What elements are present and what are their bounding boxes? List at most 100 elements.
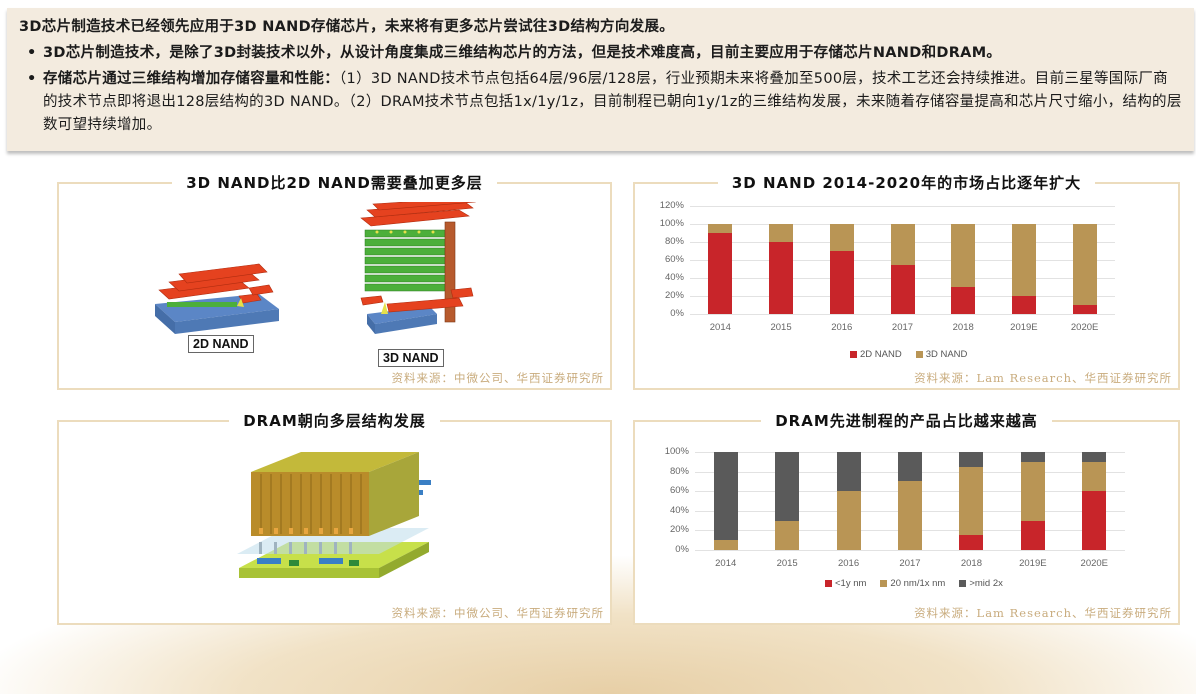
y-axis-tick: 40% — [664, 272, 684, 283]
bar-segment — [1082, 461, 1107, 492]
bar-segment — [1020, 452, 1045, 462]
source-note: 资料来源：中微公司、华西证券研究所 — [391, 371, 604, 385]
summary-bullet: 存储芯片通过三维结构增加存储容量和性能：（1）3D NAND技术节点包括64层/… — [27, 68, 1182, 137]
source-note: 资料来源：Lam Research、华西证券研究所 — [914, 606, 1172, 620]
bar-segment — [898, 481, 922, 550]
bar-segment — [713, 540, 738, 550]
bar-segment — [775, 452, 800, 521]
bar-segment — [951, 224, 976, 287]
panel-title: DRAM先进制程的产品占比越来越高 — [761, 412, 1052, 430]
3d-nand-label: 3D NAND — [378, 349, 444, 367]
bar-segment — [1082, 452, 1107, 462]
dram-stacked-bar-chart: 0% 20% 40% 60% 80% 100% 2014 2015 2016 2017 2018 20… — [635, 422, 1182, 627]
y-axis-tick: 80% — [664, 236, 684, 247]
legend-item: 2D NAND — [850, 349, 902, 360]
y-axis-tick: 0% — [675, 544, 689, 555]
2d-nand-structure-illustration — [155, 263, 279, 334]
bar-segment — [1011, 224, 1036, 296]
bar-segment — [836, 452, 861, 492]
legend-label: >mid 2x — [969, 578, 1003, 589]
source-note: 资料来源：Lam Research、华西证券研究所 — [914, 371, 1172, 385]
x-axis-tick: 2015 — [770, 322, 792, 333]
legend-item: <1y nm — [825, 578, 866, 589]
y-axis-tick: 100% — [664, 446, 689, 457]
bar-segment — [890, 224, 915, 265]
bar-segment — [959, 466, 984, 536]
nand-diagram-panel: 3D NAND比2D NAND需要叠加更多层 2D NAND — [57, 174, 612, 390]
x-axis-tick: 2014 — [709, 322, 731, 333]
bar-segment — [1082, 491, 1107, 550]
bar-segment — [708, 224, 733, 233]
bullet-bold-text: 3D芯片制造技术，是除了3D封装技术以外，从设计角度集成三维结构芯片的方法，但是… — [43, 45, 1002, 61]
summary-bullet: 3D芯片制造技术，是除了3D封装技术以外，从设计角度集成三维结构芯片的方法，但是… — [27, 42, 1182, 65]
legend-item: >mid 2x — [959, 578, 1003, 589]
x-axis-tick: 2018 — [960, 558, 982, 569]
y-axis-tick: 60% — [664, 254, 684, 265]
nand-market-share-chart-panel: 3D NAND 2014-2020年的市场占比逐年扩大 0% 20% 40% 60% 8… — [633, 174, 1182, 392]
x-axis-tick: 2019E — [1019, 558, 1047, 569]
legend-label: 2D NAND — [860, 349, 902, 360]
y-axis-tick: 20% — [669, 524, 689, 536]
bar-segment — [1072, 305, 1097, 314]
chart-legend: 2D NAND 3D NAND — [850, 349, 967, 360]
legend-item: 20 nm/1x nm — [880, 578, 945, 589]
gridline — [690, 206, 1115, 207]
bar-segment — [775, 520, 800, 550]
summary-lead: 3D芯片制造技术已经领先应用于3D NAND存储芯片，未来将有更多芯片尝试往3D… — [19, 19, 675, 35]
x-axis-tick: 2014 — [715, 558, 737, 569]
bar-segment — [829, 251, 854, 314]
x-axis-tick: 2020E — [1080, 558, 1109, 569]
bullet-text: （1）3D NAND技术节点包括64层/96层/128层，行业预期未来将叠加至5… — [43, 71, 1182, 133]
bar-segment — [898, 452, 922, 482]
legend-swatch — [959, 580, 967, 587]
bar-segment — [836, 491, 861, 550]
y-axis-tick: 40% — [669, 504, 689, 516]
x-axis-tick: 2018 — [952, 322, 974, 333]
bar-segment — [829, 224, 854, 251]
summary-box: 3D芯片制造技术已经领先应用于3D NAND存储芯片，未来将有更多芯片尝试往3D… — [7, 8, 1194, 151]
bar-segment — [1020, 520, 1045, 550]
legend-item: 3D NAND — [915, 349, 968, 360]
legend-swatch — [915, 351, 923, 358]
bar-segment — [769, 242, 794, 314]
y-axis-tick: 80% — [669, 465, 689, 477]
panel-title: 3D NAND 2014-2020年的市场占比逐年扩大 — [717, 174, 1096, 192]
bar-segment — [1020, 461, 1045, 521]
y-axis-tick: 120% — [659, 200, 684, 211]
bar-segment — [959, 535, 984, 550]
y-axis-tick: 20% — [664, 290, 684, 301]
dram-process-share-chart-panel: DRAM先进制程的产品占比越来越高 0% 20% 40% 60% 80% 100% 2014… — [633, 412, 1182, 627]
bar-segment — [1011, 296, 1036, 314]
x-axis-tick: 2017 — [891, 322, 914, 333]
nand-stacked-bar-chart: 0% 20% 40% 60% 80% 100% 120% 2014 2015 2016 2017 20… — [635, 184, 1182, 392]
dram-diagram-panel: DRAM朝向多层结构发展 资料来源：中微公司、华西证券研究所 — [57, 412, 612, 625]
chart-legend: <1y nm 20 nm/1x nm >mid 2x — [825, 578, 1003, 589]
bar-segment — [951, 287, 976, 314]
y-axis-tick: 60% — [669, 485, 689, 497]
legend-swatch — [850, 351, 857, 358]
y-axis-tick: 0% — [670, 308, 684, 319]
bar-segment — [1072, 224, 1097, 305]
gridline — [695, 550, 1125, 551]
legend-label: <1y nm — [835, 578, 867, 589]
legend-swatch — [825, 580, 832, 587]
legend-swatch — [880, 580, 888, 587]
panel-title: DRAM朝向多层结构发展 — [229, 412, 440, 430]
x-axis-tick: 2017 — [899, 558, 921, 569]
bar-segment — [890, 264, 915, 314]
2d-nand-label: 2D NAND — [188, 335, 254, 353]
bar-segment — [769, 224, 794, 242]
summary-bullets: 3D芯片制造技术，是除了3D封装技术以外，从设计角度集成三维结构芯片的方法，但是… — [19, 42, 1182, 137]
gridline — [690, 314, 1115, 315]
x-axis-tick: 2019E — [1010, 322, 1038, 333]
legend-label: 3D NAND — [925, 349, 968, 360]
bar-segment — [959, 452, 984, 467]
bar-segment — [708, 233, 733, 314]
source-note: 资料来源：中微公司、华西证券研究所 — [391, 606, 604, 620]
legend-label: 20 nm/1x nm — [890, 578, 946, 589]
dram-multilayer-structure-illustration — [237, 452, 431, 578]
bar-segment — [713, 452, 738, 541]
x-axis-tick: 2020E — [1070, 322, 1099, 333]
panel-title: 3D NAND比2D NAND需要叠加更多层 — [172, 174, 497, 192]
x-axis-tick: 2016 — [837, 558, 860, 569]
